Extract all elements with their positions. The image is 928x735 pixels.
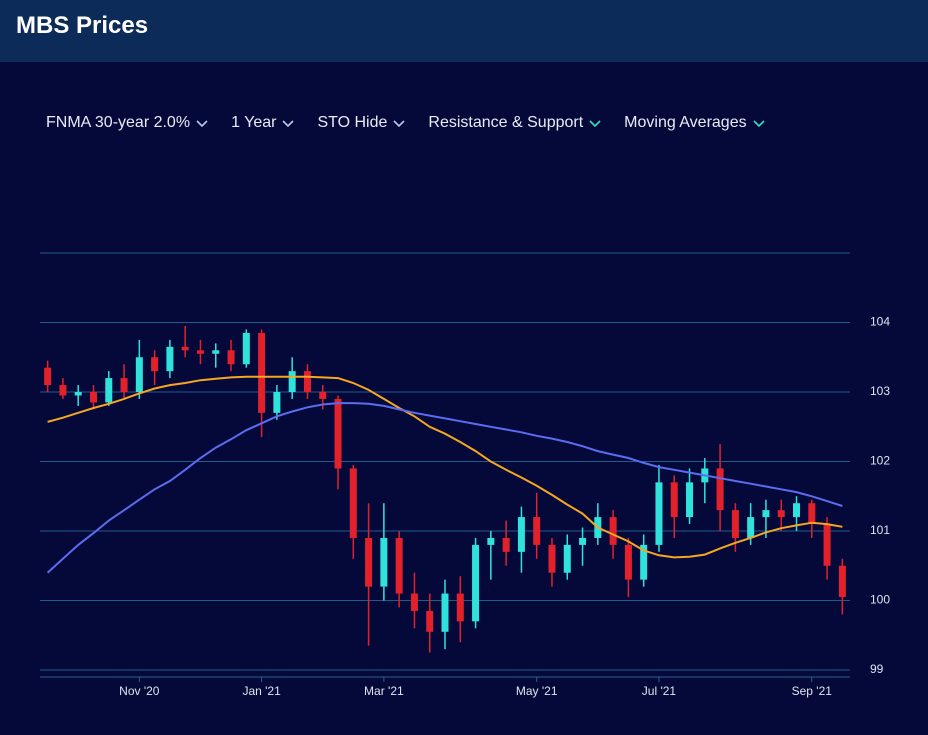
candle-body	[640, 544, 648, 580]
page-title: MBS Prices	[16, 12, 149, 39]
candle-body	[349, 468, 357, 538]
dropdown[interactable]: STO Hide	[317, 114, 406, 132]
y-tick-label: 104	[870, 315, 890, 329]
candle-body	[410, 593, 418, 611]
candle-body	[808, 503, 816, 525]
candle-body	[517, 517, 525, 552]
candle-body	[731, 510, 739, 538]
candle-body	[472, 544, 480, 622]
candle-body	[747, 517, 755, 538]
chevron	[753, 120, 765, 128]
toolbar: FNMA 30-year 2.0% 1 Year STO Hide Resistanc…	[46, 114, 766, 132]
y-tick-label: 101	[870, 523, 890, 537]
candle-body	[441, 593, 449, 632]
candle-body	[105, 378, 113, 403]
moving-average-line	[47, 375, 843, 559]
candle-body	[319, 392, 327, 399]
candle-body	[151, 357, 159, 372]
candle-body	[670, 482, 678, 518]
candle-body	[59, 385, 67, 396]
candle-body	[762, 510, 770, 518]
candle-body	[563, 544, 571, 573]
candle-body	[487, 537, 495, 545]
dropdown[interactable]: Resistance & Support	[428, 114, 602, 132]
candle-body	[823, 524, 831, 566]
candle-body	[579, 537, 587, 545]
x-tick-label: Jan '21	[242, 684, 281, 698]
candle-body	[502, 537, 510, 552]
candle-body	[609, 517, 617, 545]
candle-body	[655, 482, 663, 545]
candle-body	[533, 517, 541, 545]
x-tick-label: Sep '21	[792, 684, 833, 698]
candle-body	[365, 537, 373, 587]
y-tick-label: 99	[870, 662, 884, 676]
candle-body	[334, 398, 342, 469]
candle-body	[395, 537, 403, 594]
dropdown-label: STO Hide	[317, 114, 388, 131]
dropdown-label: 1 Year	[231, 114, 277, 131]
x-tick-label: Mar '21	[364, 684, 404, 698]
candle-body	[716, 468, 724, 511]
candle-body	[456, 593, 464, 622]
candle-body	[777, 510, 785, 518]
candle-body	[74, 392, 82, 396]
y-tick-label: 102	[870, 454, 890, 468]
dropdown[interactable]: FNMA 30-year 2.0%	[46, 114, 209, 132]
candle-body	[120, 378, 128, 392]
candle-body	[288, 371, 296, 392]
candle-body	[242, 332, 250, 365]
candle-body	[258, 332, 266, 413]
candle-body	[181, 346, 189, 351]
candle-body	[166, 346, 174, 372]
x-tick-label: Nov '20	[119, 684, 160, 698]
dropdown-label: FNMA 30-year 2.0%	[46, 114, 191, 131]
candle-body	[135, 357, 143, 392]
chevron	[393, 120, 405, 128]
candle-body	[380, 537, 388, 587]
dropdown[interactable]: 1 Year	[231, 114, 295, 132]
candle-body	[548, 544, 556, 573]
header: MBS Prices	[0, 0, 928, 62]
x-tick-label: May '21	[516, 684, 558, 698]
chevron	[282, 120, 295, 128]
candle-body	[89, 392, 97, 403]
candle-body	[196, 350, 204, 354]
dropdown[interactable]: Moving Averages	[624, 114, 765, 132]
candle-body	[426, 610, 434, 632]
candle-body	[227, 350, 235, 365]
candle-body	[44, 367, 52, 386]
y-tick-label: 100	[870, 593, 890, 607]
dropdown-label: Moving Averages	[624, 114, 747, 131]
candle-body	[838, 565, 846, 598]
candle-body	[303, 371, 311, 392]
candle-body	[686, 482, 694, 518]
chevron	[589, 120, 601, 128]
moving-average-line	[46, 402, 843, 574]
candle-body	[273, 392, 281, 413]
candle-body	[793, 503, 801, 518]
candle-body	[624, 544, 632, 580]
chevron	[196, 120, 208, 128]
dropdown-label: Resistance & Support	[428, 114, 584, 131]
y-tick-label: 103	[870, 384, 890, 398]
candle-body	[212, 350, 220, 354]
x-tick-label: Jul '21	[642, 684, 677, 698]
